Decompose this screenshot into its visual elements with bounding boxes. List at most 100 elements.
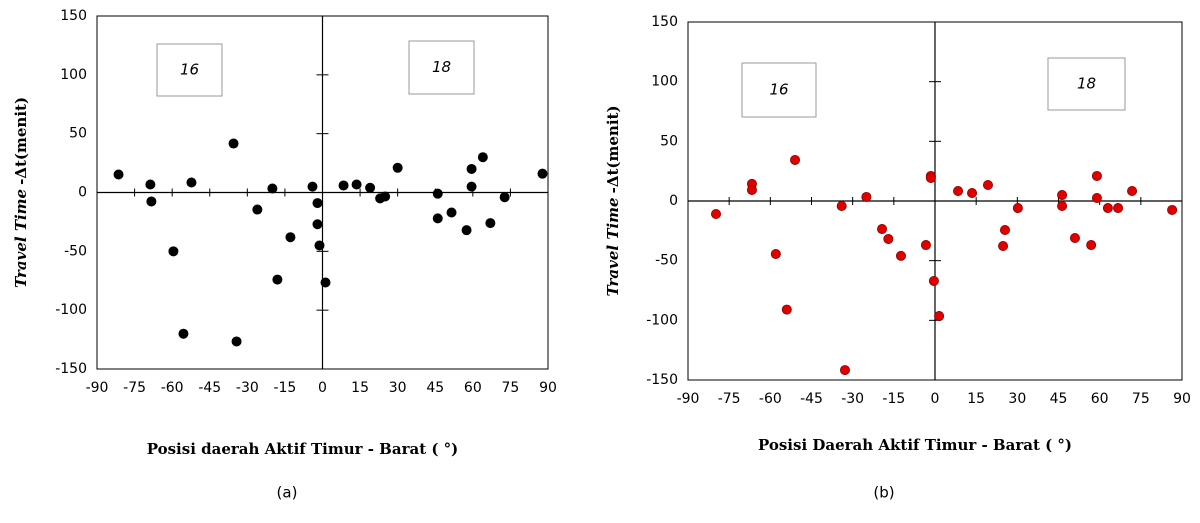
data-point [925, 172, 936, 183]
x-tick-label: -90 [677, 391, 700, 407]
data-point [267, 183, 278, 194]
annotation: 18 [1077, 75, 1096, 93]
data-point [710, 209, 721, 220]
data-point [1091, 170, 1102, 181]
data-point [1127, 185, 1138, 196]
data-point [252, 204, 263, 215]
data-point [953, 185, 964, 196]
annotation: 16 [180, 61, 199, 79]
data-point [380, 191, 391, 202]
data-point [1057, 201, 1068, 212]
data-point [1012, 203, 1023, 214]
y-tick-label: -150 [55, 361, 87, 377]
data-point [312, 198, 323, 209]
x-tick-label: 90 [1173, 391, 1191, 407]
x-tick-label: 90 [539, 380, 557, 396]
data-point [967, 188, 978, 199]
data-point [883, 233, 894, 244]
data-point [1102, 203, 1113, 214]
x-tick-label: 45 [1050, 391, 1068, 407]
annotation: 18 [432, 58, 451, 76]
x-tick-label: -15 [882, 391, 905, 407]
data-point [307, 181, 318, 192]
x-tick-label: -60 [759, 391, 782, 407]
data-point [312, 219, 323, 230]
annotation-box [741, 62, 817, 118]
x-tick-label: -60 [161, 380, 184, 396]
data-point [839, 365, 850, 376]
x-tick-label: 0 [931, 391, 940, 407]
y-tick-label: 50 [69, 126, 87, 142]
y-axis-label-rest: -Δt(menit) [604, 105, 622, 193]
data-point [499, 192, 510, 203]
y-tick-label: 100 [60, 67, 87, 83]
data-point [432, 213, 443, 224]
y-tick-label: 0 [78, 185, 87, 201]
data-point [1167, 204, 1178, 215]
data-point [1086, 240, 1097, 251]
data-point [365, 182, 376, 193]
data-point [320, 277, 331, 288]
data-point [746, 185, 757, 196]
x-tick-label: -30 [236, 380, 259, 396]
annotation-box [156, 43, 223, 97]
x-axis-label: Posisi Daerah Aktif Timur - Barat ( °) [758, 436, 1072, 454]
x-tick-label: -30 [841, 391, 864, 407]
x-tick-label: 60 [1091, 391, 1109, 407]
x-tick-label: 60 [464, 380, 482, 396]
data-point [928, 275, 939, 286]
data-point [392, 162, 403, 173]
data-point [231, 336, 242, 347]
data-point [934, 311, 945, 322]
annotation: 16 [769, 81, 788, 99]
y-axis-label-rest: -Δt(menit) [12, 97, 30, 185]
y-tick-label: 150 [651, 14, 678, 30]
data-point [466, 181, 477, 192]
y-axis-label-italic: Travel Time [604, 197, 622, 296]
data-point [998, 240, 1009, 251]
data-point [113, 169, 124, 180]
x-tick-label: 0 [318, 380, 327, 396]
caption: (a) [277, 484, 298, 502]
x-tick-label: -75 [123, 380, 146, 396]
y-tick-label: 150 [60, 8, 87, 24]
y-tick-label: -50 [655, 253, 678, 269]
data-point [228, 138, 239, 149]
data-point [1057, 190, 1068, 201]
data-point [146, 196, 157, 207]
x-tick-label: -45 [800, 391, 823, 407]
data-point [432, 188, 443, 199]
data-point [466, 163, 477, 174]
annotation-box [408, 40, 475, 95]
x-tick-label: -45 [198, 380, 221, 396]
x-tick-label: 75 [1132, 391, 1150, 407]
x-tick-label: 75 [502, 380, 520, 396]
x-tick-label: 30 [389, 380, 407, 396]
x-tick-label: -75 [718, 391, 741, 407]
data-point [314, 240, 325, 251]
y-tick-label: -100 [646, 312, 678, 328]
data-point [351, 179, 362, 190]
data-point [999, 224, 1010, 235]
data-point [1069, 232, 1080, 243]
data-point [920, 240, 931, 251]
data-point [461, 225, 472, 236]
y-axis-label: Travel Time -Δt(menit) [12, 97, 30, 288]
data-point [1091, 193, 1102, 204]
data-point [877, 224, 888, 235]
y-tick-label: 100 [651, 74, 678, 90]
annotation-box [1047, 57, 1126, 111]
data-point [168, 246, 179, 257]
y-tick-label: 0 [669, 193, 678, 209]
data-point [145, 179, 156, 190]
x-tick-label: 15 [967, 391, 985, 407]
data-point [982, 180, 993, 191]
data-point [338, 180, 349, 191]
data-point [790, 154, 801, 165]
x-tick-label: 30 [1008, 391, 1026, 407]
y-tick-label: 50 [660, 133, 678, 149]
x-tick-label: -15 [273, 380, 296, 396]
data-point [477, 152, 488, 163]
